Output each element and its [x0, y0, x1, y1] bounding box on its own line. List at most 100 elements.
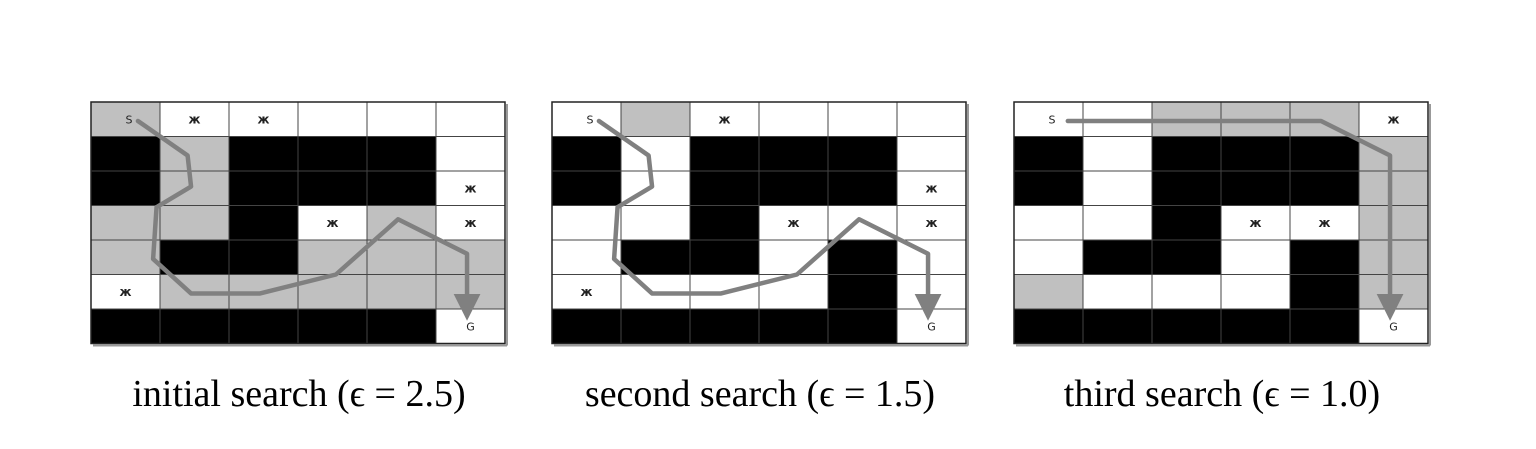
grid-cell [689, 170, 760, 206]
grid-cell [1220, 205, 1291, 241]
caption-initial-search: initial search (ϵ = 2.5) [132, 373, 466, 415]
grid-cell [90, 308, 161, 344]
grid-cell [1013, 274, 1084, 310]
grid-cell [689, 205, 760, 241]
expanded-mark: ж [465, 216, 477, 230]
grid-cell [90, 205, 161, 241]
grid-cell [1358, 136, 1429, 172]
expanded-mark: ж [465, 181, 477, 195]
grid-cell [1151, 274, 1222, 310]
grid-cell [159, 205, 230, 241]
grid-cell [551, 205, 622, 241]
grid-cell [297, 136, 368, 172]
grid-cell [297, 170, 368, 206]
expanded-mark: ж [120, 285, 132, 299]
grid-cell [90, 239, 161, 275]
grid-svg-second: S Gж ж ж ж ж [551, 101, 969, 347]
grid-cell [90, 274, 161, 310]
grid-cell [435, 136, 506, 172]
goal-label: G [466, 320, 475, 333]
grid-cell [896, 170, 967, 206]
solution-path-arrow [135, 118, 481, 321]
grid-cell [366, 239, 437, 275]
expanded-mark: ж [581, 285, 593, 299]
expanded-mark: ж [1250, 216, 1262, 230]
goal-label: G [927, 320, 936, 333]
grid-cell [1220, 136, 1291, 172]
grid-cell [1013, 205, 1084, 241]
solution-path-arrow [596, 118, 942, 321]
grid-cell [551, 136, 622, 172]
solution-path-arrow [1065, 118, 1404, 321]
grid-cell [297, 101, 368, 137]
start-label: S [125, 113, 132, 126]
grid-cell [435, 170, 506, 206]
grid-cell [1013, 136, 1084, 172]
start-label: S [586, 113, 593, 126]
grid-frame [90, 101, 506, 345]
grid-svg-third: S Gж ж ж [1013, 101, 1431, 347]
grid-cell [435, 101, 506, 137]
grid-cell [366, 308, 437, 344]
grid-cell [159, 308, 230, 344]
grid-cell [90, 170, 161, 206]
grid-cell [620, 239, 691, 275]
grid-cell [827, 170, 898, 206]
grid-cell [758, 205, 829, 241]
grid-cell [1082, 170, 1153, 206]
grid-cell [896, 274, 967, 310]
caption-third-search: third search (ϵ = 1.0) [1063, 373, 1381, 415]
grid-cell [1013, 239, 1084, 275]
grid-cell [228, 239, 299, 275]
grid-cell [827, 136, 898, 172]
grid-cell [1082, 205, 1153, 241]
grid-cell [435, 274, 506, 310]
grid-cell [1151, 205, 1222, 241]
grid-cell [1220, 170, 1291, 206]
grid-cell [689, 239, 760, 275]
expanded-mark: ж [258, 112, 270, 126]
grid-cell [758, 136, 829, 172]
grid-cell [366, 274, 437, 310]
grid-cell [1082, 274, 1153, 310]
start-label: S [1048, 113, 1055, 126]
grid-cell [620, 308, 691, 344]
grid-cell [1289, 239, 1360, 275]
grid-cell [366, 136, 437, 172]
grid-cell [90, 136, 161, 172]
grid-cell [1220, 274, 1291, 310]
grid-frame [1013, 101, 1429, 345]
grid-cell [551, 308, 622, 344]
expanded-mark: ж [926, 216, 938, 230]
grid-cell [1151, 136, 1222, 172]
grid-cell [159, 101, 230, 137]
grid-cell [1289, 136, 1360, 172]
grid-cell [827, 239, 898, 275]
grid-cell [1289, 308, 1360, 344]
grid-cell [551, 170, 622, 206]
grid-cell [1289, 170, 1360, 206]
grid-frame [551, 101, 967, 345]
goal-label: G [1389, 320, 1398, 333]
grid-cell [159, 239, 230, 275]
grid-cell [1151, 308, 1222, 344]
grid-cell [689, 101, 760, 137]
grid-cell [366, 170, 437, 206]
expanded-mark: ж [327, 216, 339, 230]
grid-cell [228, 205, 299, 241]
grid-cell [896, 136, 967, 172]
expanded-mark: ж [1319, 216, 1331, 230]
grid-cell [620, 101, 691, 137]
grid-cell [758, 308, 829, 344]
expanded-mark: ж [788, 216, 800, 230]
grid-cell [827, 101, 898, 137]
grid-cell [1082, 308, 1153, 344]
grid-cell [1358, 170, 1429, 206]
grid-cell [758, 170, 829, 206]
grid-cell [689, 308, 760, 344]
grid-cell [297, 308, 368, 344]
grid-cell [366, 101, 437, 137]
